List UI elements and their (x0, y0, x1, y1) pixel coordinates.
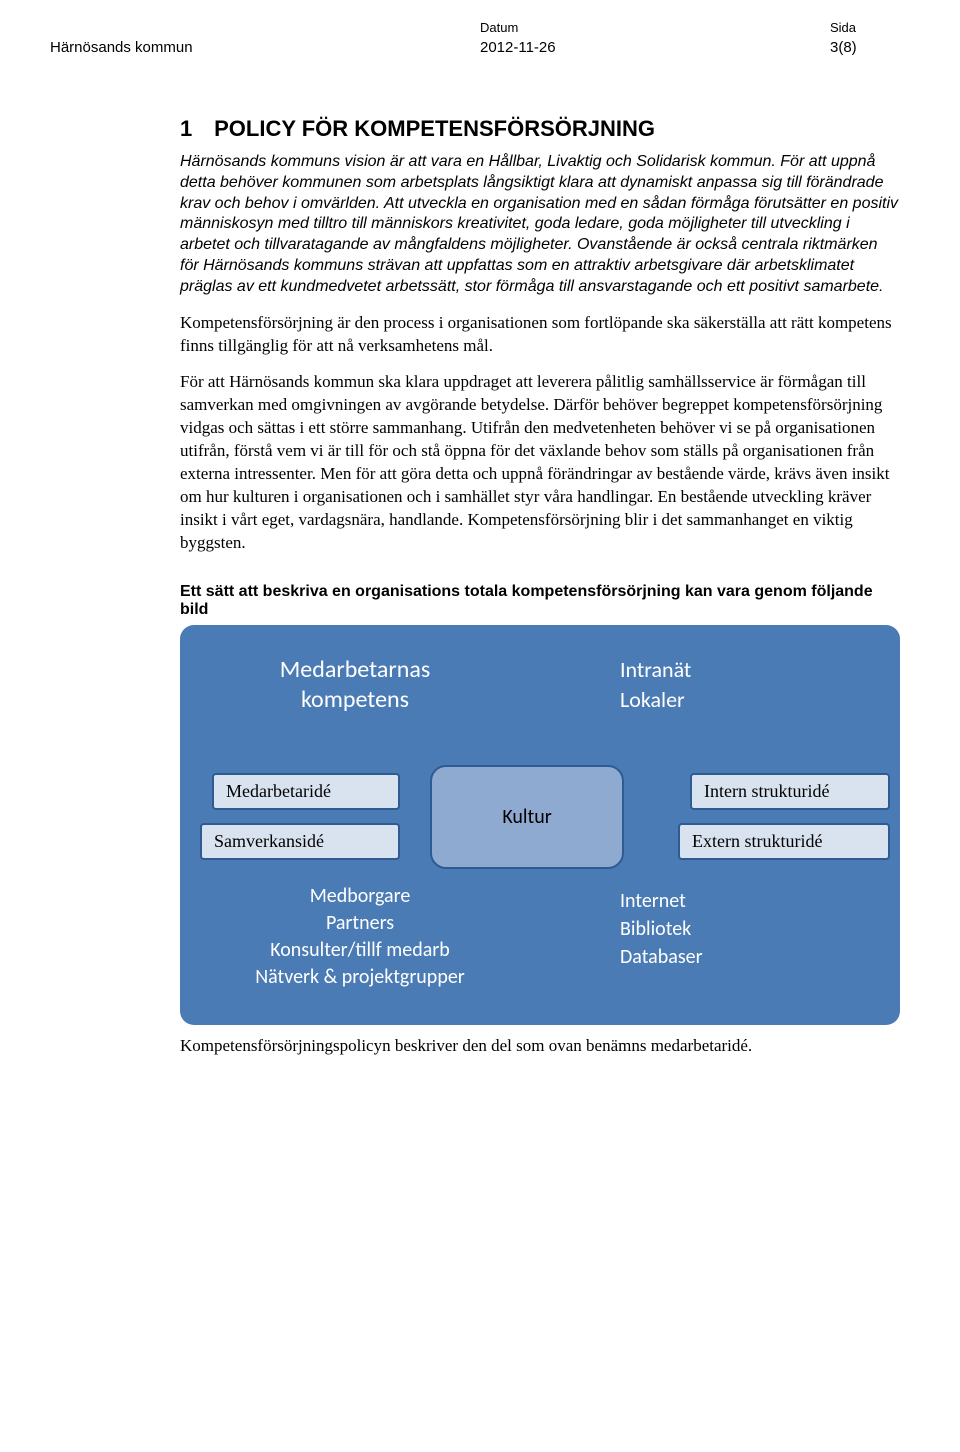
diagram-center-label: Kultur (502, 805, 551, 829)
tag-medarbetaride-label: Medarbetaridé (226, 781, 331, 801)
page: Datum Sida Härnösands kommun 2012-11-26 … (0, 0, 960, 1112)
diagram-bottom-right-line1: Internet (620, 887, 800, 915)
tag-externstruktur: Extern strukturidé (678, 823, 890, 860)
diagram-bottom-left-line1: Medborgare (230, 883, 490, 910)
header-date-value: 2012-11-26 (480, 39, 830, 56)
intro-paragraph: Härnösands kommuns vision är att vara en… (180, 152, 900, 298)
diagram-bottom-left-line2: Partners (230, 910, 490, 937)
tag-externstruktur-label: Extern strukturidé (692, 831, 822, 851)
content-area: 1 POLICY FÖR KOMPETENSFÖRSÖRJNING Härnös… (180, 116, 900, 1058)
header-page-label: Sida (830, 20, 910, 35)
title-text: POLICY FÖR KOMPETENSFÖRSÖRJNING (214, 116, 655, 141)
figure-caption: Ett sätt att beskriva en organisations t… (180, 583, 900, 619)
paragraph-1: Kompetensförsörjning är den process i or… (180, 312, 900, 358)
paragraph-2: För att Härnösands kommun ska klara uppd… (180, 371, 900, 555)
page-title: 1 POLICY FÖR KOMPETENSFÖRSÖRJNING (180, 116, 900, 142)
tag-internstruktur-label: Intern strukturidé (704, 781, 829, 801)
diagram-top-left-line2: kompetens (240, 685, 470, 715)
tag-samverkanside-label: Samverkansidé (214, 831, 324, 851)
diagram-bottom-right-line2: Bibliotek (620, 915, 800, 943)
closing-paragraph: Kompetensförsörjningspolicyn beskriver d… (180, 1035, 900, 1058)
diagram-top-right: Intranät Lokaler (620, 655, 800, 714)
header-org: Härnösands kommun (50, 39, 480, 56)
header-labels-row: Datum Sida (50, 20, 910, 35)
header-values-row: Härnösands kommun 2012-11-26 3(8) (50, 39, 910, 56)
tag-medarbetaride: Medarbetaridé (212, 773, 400, 810)
diagram-bottom-right-line3: Databaser (620, 943, 800, 971)
diagram-bottom-left-line4: Nätverk & projektgrupper (230, 964, 490, 991)
competence-diagram: Medarbetarnas kompetens Intranät Lokaler… (180, 625, 900, 1025)
header-date-label: Datum (480, 20, 830, 35)
diagram-bottom-left-line3: Konsulter/tillf medarb (230, 937, 490, 964)
diagram-top-right-line1: Intranät (620, 655, 800, 685)
diagram-top-left-line1: Medarbetarnas (240, 655, 470, 685)
diagram-top-left: Medarbetarnas kompetens (240, 655, 470, 715)
diagram-bottom-right: Internet Bibliotek Databaser (620, 887, 800, 971)
header-org-spacer (50, 20, 480, 35)
header-page-value: 3(8) (830, 39, 910, 56)
tag-internstruktur: Intern strukturidé (690, 773, 890, 810)
diagram-top-right-line2: Lokaler (620, 685, 800, 715)
diagram-bottom-left: Medborgare Partners Konsulter/tillf meda… (230, 883, 490, 991)
tag-samverkanside: Samverkansidé (200, 823, 400, 860)
diagram-center-box: Kultur (430, 765, 624, 869)
title-number: 1 (180, 116, 208, 142)
